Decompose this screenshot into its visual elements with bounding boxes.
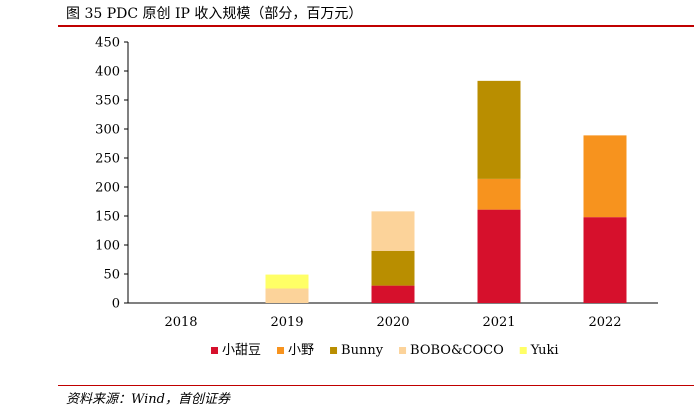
x-tick-label: 2020 xyxy=(376,315,409,330)
source-note: 资料来源：Wind，首创证券 xyxy=(66,392,230,407)
bar-segment xyxy=(371,285,415,303)
bar-segment xyxy=(583,217,627,303)
title-rule xyxy=(58,25,694,27)
legend-swatch xyxy=(399,347,407,354)
legend-label: 小野 xyxy=(288,343,314,358)
x-tick-label: 2021 xyxy=(482,315,515,330)
y-tick-label: 150 xyxy=(95,210,120,225)
y-tick-label: 100 xyxy=(95,239,120,254)
bar-segment xyxy=(371,211,415,251)
y-tick-label: 300 xyxy=(95,123,120,138)
bar-segment xyxy=(477,80,521,179)
x-tick-label: 2022 xyxy=(588,315,621,330)
bar-segment xyxy=(477,178,521,210)
y-tick-label: 450 xyxy=(95,36,120,51)
y-tick-label: 200 xyxy=(95,181,120,196)
y-tick-label: 250 xyxy=(95,152,120,167)
legend-label: BOBO&COCO xyxy=(410,343,504,358)
y-tick-label: 400 xyxy=(95,65,120,80)
x-tick-label: 2019 xyxy=(270,315,303,330)
legend-label: Bunny xyxy=(341,343,384,358)
legend-label: Yuki xyxy=(530,343,559,358)
bar-segment xyxy=(583,135,627,218)
source-rule xyxy=(58,385,694,386)
legend-swatch xyxy=(211,347,218,354)
bar-segment xyxy=(477,209,521,303)
legend-swatch xyxy=(519,347,527,354)
chart-title: 图 35 PDC 原创 IP 收入规模（部分，百万元） xyxy=(66,6,363,22)
legend-swatch xyxy=(277,347,285,354)
legend-label: 小甜豆 xyxy=(222,342,261,358)
y-tick-label: 50 xyxy=(103,268,120,283)
bar-segment xyxy=(371,250,415,286)
legend-swatch xyxy=(330,347,338,354)
y-tick-label: 0 xyxy=(112,297,120,312)
x-tick-label: 2018 xyxy=(164,315,197,330)
bar-segment xyxy=(265,288,309,303)
bar-segment xyxy=(265,274,309,289)
y-tick-label: 350 xyxy=(95,94,120,109)
